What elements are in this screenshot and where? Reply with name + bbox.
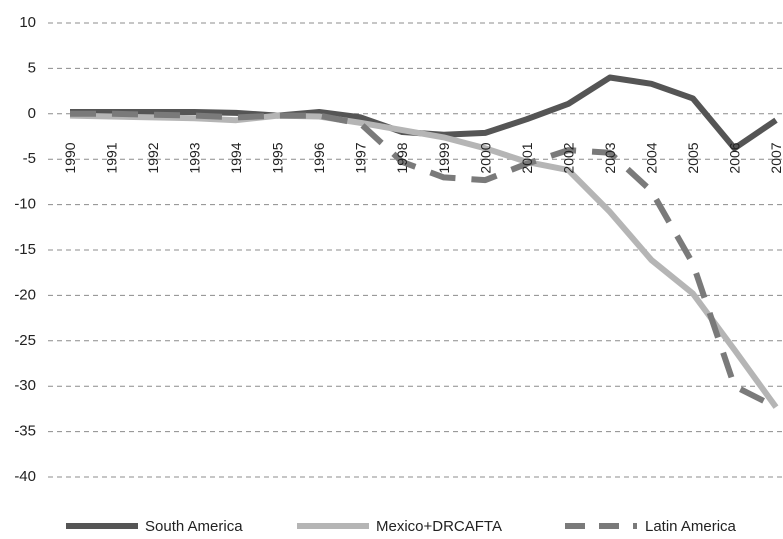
legend-label: Mexico+DRCAFTA xyxy=(376,518,502,534)
x-tick-label: 1991 xyxy=(104,142,120,173)
y-tick-label: 5 xyxy=(28,59,36,76)
x-axis-ticks: 1990 1991 1992 1993 1994 1995 1996 1997 1998 1999… xyxy=(62,142,783,173)
y-tick-label: 0 xyxy=(28,105,36,122)
y-tick-label: -10 xyxy=(14,196,36,213)
x-tick-label: 2005 xyxy=(685,142,701,173)
legend-item-south-america: South America xyxy=(66,518,243,534)
x-tick-label: 2002 xyxy=(560,142,576,173)
x-tick-label: 1992 xyxy=(145,142,161,173)
legend-item-mexico-drcafta: Mexico+DRCAFTA xyxy=(297,518,502,534)
x-tick-label: 1994 xyxy=(228,142,244,173)
legend-item-latin-america: Latin America xyxy=(565,518,737,534)
series-lines xyxy=(70,77,776,407)
x-tick-label: 2007 xyxy=(768,142,783,173)
x-tick-label: 1996 xyxy=(311,142,327,173)
x-tick-label: 2006 xyxy=(726,142,742,173)
x-tick-label: 2003 xyxy=(602,142,618,173)
x-tick-label: 2001 xyxy=(519,142,535,173)
legend-label: South America xyxy=(145,518,243,534)
y-tick-label: 10 xyxy=(19,14,36,31)
y-tick-label: -5 xyxy=(23,150,36,167)
y-tick-label: -35 xyxy=(14,423,36,440)
y-tick-label: -40 xyxy=(14,468,36,485)
y-axis-ticks: 10 5 0 -5 -10 -15 -20 -25 -30 -35 -40 xyxy=(14,14,36,485)
x-tick-label: 2000 xyxy=(477,142,493,173)
x-tick-label: 1995 xyxy=(270,142,286,173)
x-tick-label: 1997 xyxy=(353,142,369,173)
y-tick-label: -15 xyxy=(14,241,36,258)
x-tick-label: 1993 xyxy=(187,142,203,173)
y-tick-label: -20 xyxy=(14,286,36,303)
series-line-latin-america xyxy=(70,114,776,407)
y-tick-label: -30 xyxy=(14,377,36,394)
x-tick-label: 1990 xyxy=(62,142,78,173)
x-tick-label: 2004 xyxy=(643,142,659,173)
legend: South America Mexico+DRCAFTA Latin America xyxy=(66,518,737,534)
x-tick-label: 1999 xyxy=(436,142,452,173)
legend-label: Latin America xyxy=(645,518,737,534)
x-tick-label: 1998 xyxy=(394,142,410,173)
y-tick-label: -25 xyxy=(14,332,36,349)
